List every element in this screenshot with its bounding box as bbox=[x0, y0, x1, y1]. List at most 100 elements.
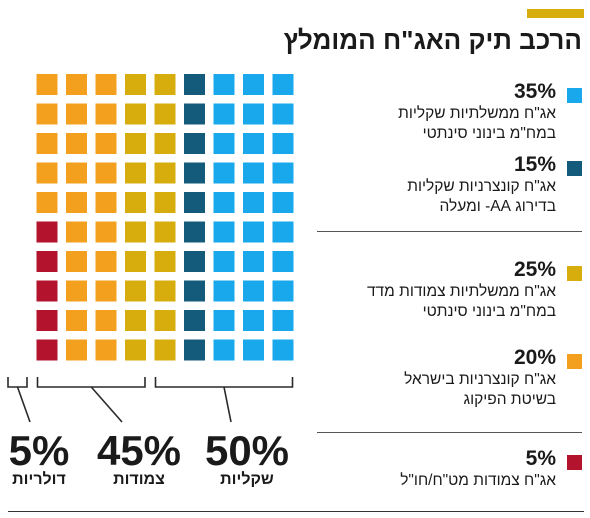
waffle-cell bbox=[154, 310, 176, 331]
legend-description: אג"ח ממשלתיות צמודות מדד bbox=[366, 283, 556, 300]
group-percentage: 5% bbox=[8, 427, 70, 474]
waffle-cell bbox=[243, 103, 264, 125]
waffle-cell bbox=[95, 339, 117, 361]
waffle-cell bbox=[272, 280, 294, 302]
legend-swatch bbox=[567, 354, 582, 369]
waffle-cell bbox=[36, 251, 58, 272]
waffle-cell bbox=[66, 133, 87, 154]
waffle-cell bbox=[272, 339, 294, 361]
waffle-cell bbox=[154, 339, 176, 361]
waffle-cell bbox=[184, 339, 205, 361]
waffle-cell bbox=[66, 310, 87, 331]
waffle-cell bbox=[66, 103, 87, 125]
waffle-cell bbox=[272, 162, 294, 184]
waffle-cell bbox=[154, 221, 176, 243]
legend-percentage: 15% bbox=[513, 153, 556, 176]
legend-percentage: 20% bbox=[513, 346, 556, 369]
waffle-cell bbox=[36, 339, 58, 361]
waffle-cell bbox=[36, 192, 58, 213]
legend-description: אג"ח ממשלתיות שקליות bbox=[398, 105, 556, 122]
waffle-cell bbox=[36, 280, 58, 302]
legend-description: אג"ח צמודות מט"ח/חו"ל bbox=[400, 472, 556, 489]
waffle-cell bbox=[184, 133, 205, 154]
group-bracket bbox=[7, 377, 31, 423]
waffle-cell bbox=[125, 339, 146, 361]
waffle-cell bbox=[125, 162, 146, 184]
waffle-cell bbox=[184, 74, 205, 95]
waffle-cell bbox=[95, 103, 117, 125]
waffle-cell bbox=[95, 221, 117, 243]
waffle-cell bbox=[154, 251, 176, 272]
waffle-cell bbox=[95, 310, 117, 331]
waffle-cell bbox=[272, 74, 294, 95]
legend-percentage: 25% bbox=[513, 258, 556, 281]
waffle-cell bbox=[154, 74, 176, 95]
legend-divider bbox=[317, 231, 582, 232]
group-name: צמודות bbox=[113, 471, 165, 488]
group-percentage: 45% bbox=[96, 427, 182, 474]
legend-divider bbox=[317, 432, 582, 433]
waffle-cell bbox=[95, 74, 117, 95]
waffle-cell bbox=[213, 133, 235, 154]
waffle-cell bbox=[154, 103, 176, 125]
waffle-cell bbox=[272, 251, 294, 272]
waffle-cell bbox=[66, 339, 87, 361]
waffle-cell bbox=[243, 221, 264, 243]
waffle-cell bbox=[243, 280, 264, 302]
waffle-cell bbox=[272, 221, 294, 243]
waffle-cell bbox=[36, 310, 58, 331]
waffle-cell bbox=[243, 251, 264, 272]
waffle-cell bbox=[243, 310, 264, 331]
accent-bar bbox=[527, 9, 584, 18]
bottom-rule bbox=[8, 511, 584, 512]
waffle-cell bbox=[66, 221, 87, 243]
waffle-cell bbox=[125, 74, 146, 95]
waffle-cell bbox=[213, 103, 235, 125]
waffle-cell bbox=[184, 162, 205, 184]
chart-title: הרכב תיק האג"ח המומלץ bbox=[283, 25, 582, 55]
waffle-cell bbox=[154, 162, 176, 184]
legend-description: במח"מ בינוני סינתטי bbox=[422, 303, 556, 320]
waffle-cell bbox=[184, 310, 205, 331]
waffle-cell bbox=[66, 162, 87, 184]
group-percentage: 50% bbox=[204, 427, 290, 474]
waffle-cell bbox=[66, 192, 87, 213]
group-name: שקליות bbox=[220, 471, 274, 488]
legend-description: אג"ח קונצרניות בישראל bbox=[404, 371, 556, 388]
waffle-cell bbox=[213, 280, 235, 302]
waffle-cell bbox=[95, 251, 117, 272]
group-bracket bbox=[154, 377, 294, 423]
group-name: דולריות bbox=[12, 471, 66, 488]
waffle-cell bbox=[243, 339, 264, 361]
waffle-cell bbox=[213, 74, 235, 95]
waffle-cell bbox=[95, 280, 117, 302]
legend-swatch bbox=[567, 266, 582, 281]
waffle-cell bbox=[36, 74, 58, 95]
waffle-cell bbox=[95, 192, 117, 213]
waffle-cell bbox=[243, 162, 264, 184]
waffle-cell bbox=[243, 74, 264, 95]
waffle-cell bbox=[66, 74, 87, 95]
waffle-cell bbox=[125, 192, 146, 213]
legend-percentage: 35% bbox=[513, 80, 556, 103]
waffle-cell bbox=[36, 133, 58, 154]
legend-swatch bbox=[567, 88, 582, 103]
legend-swatch bbox=[567, 455, 582, 470]
waffle-cell bbox=[125, 221, 146, 243]
waffle-cell bbox=[272, 103, 294, 125]
waffle-cell bbox=[213, 310, 235, 331]
waffle-cell bbox=[36, 103, 58, 125]
waffle-cell bbox=[125, 280, 146, 302]
legend-percentage: 5% bbox=[525, 447, 556, 470]
waffle-cell bbox=[184, 103, 205, 125]
waffle-cell bbox=[66, 251, 87, 272]
waffle-cell bbox=[125, 251, 146, 272]
waffle-cell bbox=[66, 280, 87, 302]
waffle-cell bbox=[213, 251, 235, 272]
legend-swatch bbox=[567, 161, 582, 176]
waffle-cell bbox=[243, 192, 264, 213]
waffle-cell bbox=[125, 310, 146, 331]
waffle-cell bbox=[125, 103, 146, 125]
legend-description: במח"מ בינוני סינתטי bbox=[422, 125, 556, 142]
waffle-cell bbox=[184, 251, 205, 272]
